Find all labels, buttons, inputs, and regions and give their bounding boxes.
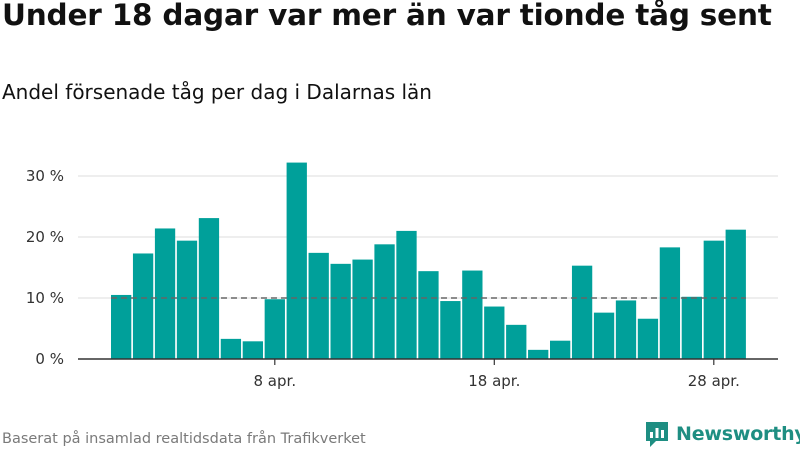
brand-logo: Newsworthy (644, 420, 800, 448)
bar (703, 240, 724, 359)
y-tick-label: 30 % (26, 167, 64, 185)
bar (550, 340, 571, 359)
bar (725, 229, 746, 359)
bar (571, 265, 593, 359)
bar (659, 247, 681, 359)
bar (286, 162, 307, 359)
chart-title: Under 18 dagar var mer än var tionde tåg… (2, 0, 772, 32)
y-tick-label: 20 % (26, 228, 64, 246)
y-tick-label: 10 % (26, 289, 64, 307)
bar (528, 349, 549, 359)
bar-chart: 0 % 10 % 20 % 30 % 8 apr. 18 apr. 28 apr. (26, 162, 778, 390)
bar (440, 301, 461, 359)
bar (484, 306, 505, 359)
chart-subtitle: Andel försenade tåg per dag i Dalarnas l… (2, 80, 432, 104)
source-note: Baserat på insamlad realtidsdata från Tr… (2, 431, 366, 447)
bar (396, 230, 417, 359)
bar (264, 299, 285, 359)
y-tick-label: 0 % (35, 350, 64, 368)
brand-name: Newsworthy (676, 423, 800, 445)
bar (506, 324, 527, 359)
bars-layer (111, 162, 746, 359)
x-tick-label: 18 apr. (468, 372, 520, 390)
x-tick-label: 28 apr. (688, 372, 740, 390)
bar (242, 341, 263, 359)
bar (637, 318, 659, 359)
bar-chart-logo-icon (646, 422, 668, 447)
bar (374, 244, 395, 359)
bar (198, 218, 220, 359)
bar (352, 259, 373, 359)
bar (615, 300, 637, 359)
bar (176, 240, 198, 359)
bar (132, 253, 154, 359)
axis-layer: 8 apr. 18 apr. 28 apr. (78, 358, 778, 390)
bar (330, 263, 351, 359)
bar (462, 270, 483, 359)
bar (308, 252, 329, 359)
bar (220, 338, 242, 359)
x-tick-label: 8 apr. (254, 372, 297, 390)
bar (111, 294, 132, 359)
bar (154, 228, 176, 359)
bar (418, 271, 439, 359)
bar (593, 312, 615, 359)
bar (681, 296, 702, 359)
